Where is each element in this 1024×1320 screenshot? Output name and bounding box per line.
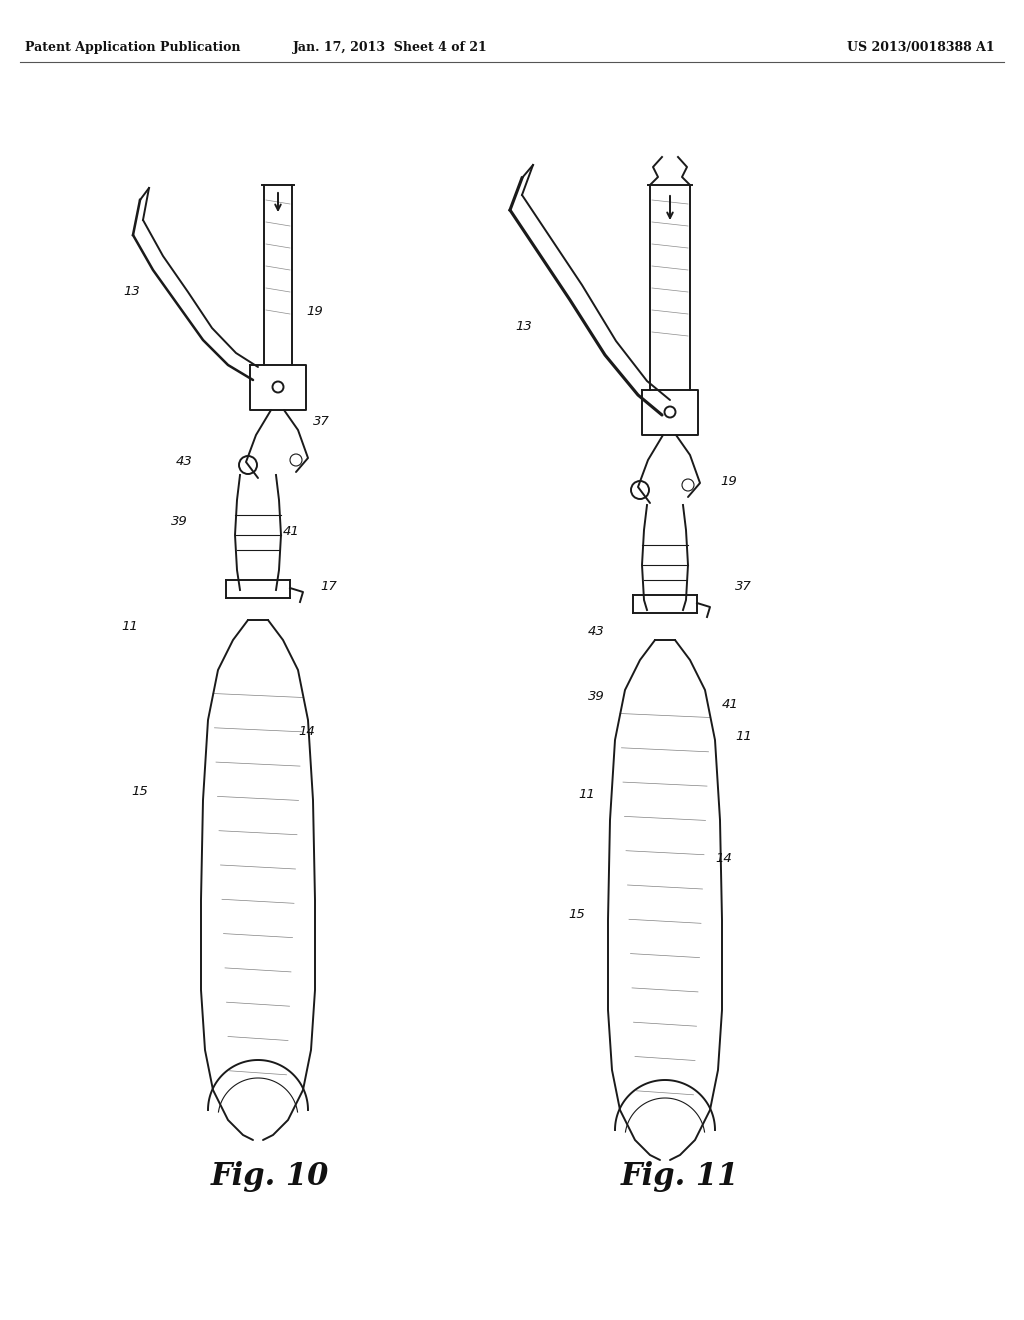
Text: 19: 19 (306, 305, 323, 318)
Text: 19: 19 (720, 475, 736, 488)
Text: 43: 43 (588, 624, 605, 638)
Text: 11: 11 (735, 730, 752, 743)
Circle shape (665, 407, 676, 417)
Text: 43: 43 (176, 455, 193, 469)
Text: 39: 39 (171, 515, 188, 528)
Text: 13: 13 (123, 285, 140, 298)
Text: Fig. 11: Fig. 11 (621, 1162, 739, 1192)
Circle shape (272, 381, 284, 392)
Text: Fig. 10: Fig. 10 (211, 1162, 329, 1192)
Text: 37: 37 (313, 414, 330, 428)
Text: 15: 15 (131, 785, 148, 799)
Text: 37: 37 (735, 579, 752, 593)
Text: 11: 11 (579, 788, 595, 801)
Text: 15: 15 (568, 908, 585, 921)
Text: Jan. 17, 2013  Sheet 4 of 21: Jan. 17, 2013 Sheet 4 of 21 (293, 41, 487, 54)
Text: 41: 41 (283, 525, 300, 539)
Text: 11: 11 (121, 620, 138, 634)
Text: 14: 14 (715, 851, 732, 865)
Text: US 2013/0018388 A1: US 2013/0018388 A1 (848, 41, 995, 54)
Text: 41: 41 (722, 698, 738, 711)
Text: 14: 14 (298, 725, 314, 738)
Text: 17: 17 (319, 579, 337, 593)
Text: 13: 13 (515, 319, 532, 333)
Text: Patent Application Publication: Patent Application Publication (25, 41, 241, 54)
Text: 39: 39 (588, 690, 605, 704)
